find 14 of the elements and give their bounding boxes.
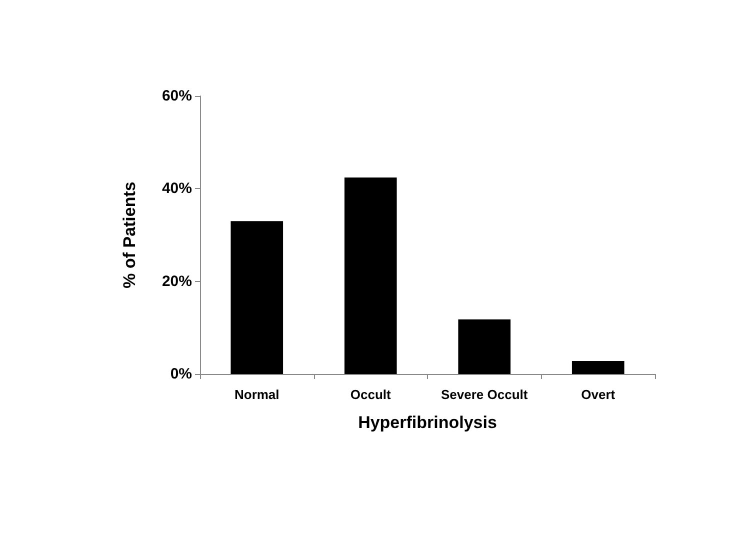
y-tick-label: 20%	[162, 272, 192, 290]
x-tick-label: Severe Occult	[441, 387, 528, 402]
x-tick-label: Normal	[234, 387, 280, 402]
bar	[230, 221, 284, 374]
y-tick-label: 60%	[162, 88, 192, 104]
y-axis-title: % of Patients	[120, 182, 139, 288]
x-axis-title: Hyperfibrinolysis	[358, 413, 497, 432]
x-tick-label: Overt	[581, 387, 616, 402]
bar	[344, 178, 397, 374]
bar	[458, 319, 511, 374]
y-tick-label: 0%	[170, 366, 192, 382]
x-tick-label: Occult	[350, 387, 392, 402]
y-tick-label: 40%	[162, 180, 192, 198]
bar	[572, 361, 624, 374]
